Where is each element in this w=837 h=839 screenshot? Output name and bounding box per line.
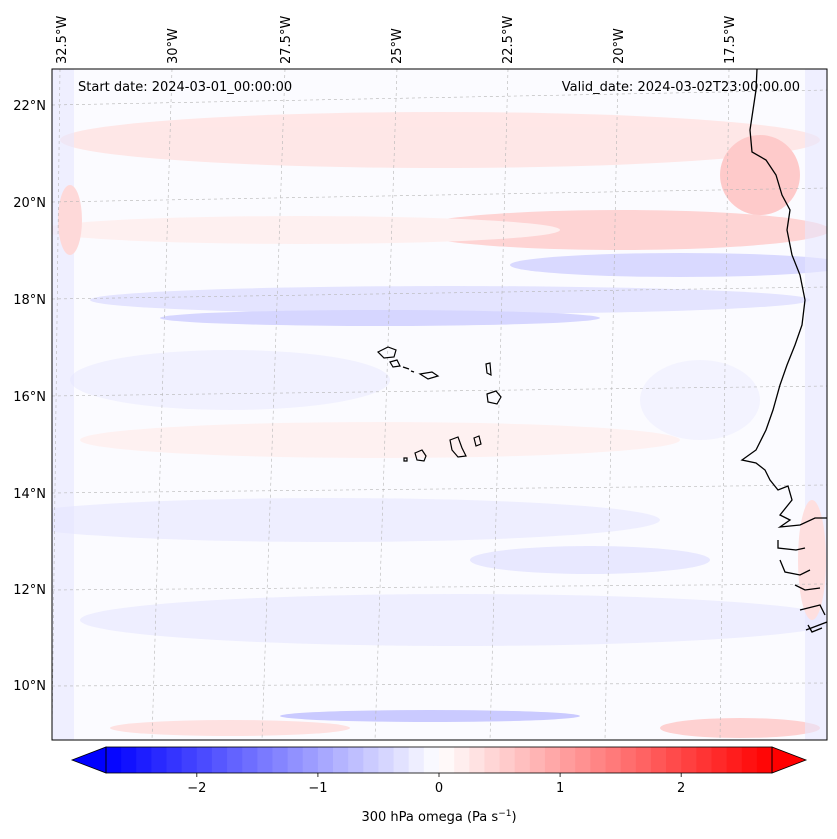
lat-label: 18°N: [13, 293, 46, 308]
colorbar-segment: [484, 747, 501, 773]
colorbar-segment: [756, 747, 773, 773]
omega-field: [52, 69, 827, 740]
colorbar-min-extend: [70, 746, 107, 774]
colorbar-segment: [514, 747, 531, 773]
longitude-labels: 32.5°W 30°W 27.5°W 25°W 22.5°W 20°W 17.5…: [55, 16, 738, 64]
colorbar-segment: [257, 747, 274, 773]
colorbar-segment: [106, 747, 122, 773]
colorbar-ticks: −2 −1 0 1 2: [187, 773, 685, 796]
colorbar-segment: [605, 747, 622, 773]
colorbar-segment: [317, 747, 334, 773]
colorbar-segment: [196, 747, 213, 773]
lat-label: 12°N: [13, 583, 46, 598]
colorbar-segment: [408, 747, 425, 773]
lat-label: 20°N: [13, 196, 46, 211]
lon-label: 32.5°W: [55, 16, 70, 64]
colorbar-segment: [393, 747, 410, 773]
colorbar-segment: [378, 747, 395, 773]
colorbar-segment: [242, 747, 258, 773]
colorbar-segment: [696, 747, 713, 773]
colorbar-segment: [423, 747, 440, 773]
colorbar-segment: [529, 747, 546, 773]
lat-label: 22°N: [13, 99, 46, 114]
colorbar-tick-label: −2: [187, 781, 206, 796]
colorbar-tick-label: 1: [556, 781, 564, 796]
latitude-labels: 22°N 20°N 18°N 16°N 14°N 12°N 10°N: [13, 99, 46, 694]
colorbar-segment: [348, 747, 364, 773]
colorbar-segment: [635, 747, 652, 773]
colorbar-segments: [106, 747, 773, 773]
lon-label: 30°W: [166, 28, 181, 64]
colorbar-segment: [666, 747, 682, 773]
colorbar-segment: [544, 747, 561, 773]
valid-date-label: Valid_date: 2024-03-02T23:00:00.00: [562, 80, 800, 95]
lon-label: 20°W: [612, 28, 627, 64]
colorbar-segment: [590, 747, 607, 773]
colorbar-segment: [287, 747, 304, 773]
colorbar-segment: [227, 747, 243, 773]
colorbar-tick-label: −1: [308, 781, 327, 796]
lon-label: 27.5°W: [279, 16, 294, 64]
colorbar-segment: [363, 747, 380, 773]
colorbar-segment: [439, 747, 455, 773]
colorbar-segment: [560, 747, 576, 773]
colorbar-segment: [454, 747, 470, 773]
colorbar-segment: [166, 747, 183, 773]
colorbar-tick-label: 0: [435, 781, 443, 796]
colorbar-segment: [302, 747, 319, 773]
colorbar-segment: [151, 747, 168, 773]
colorbar-segment: [650, 747, 667, 773]
colorbar-segment: [741, 747, 758, 773]
colorbar-label: 300 hPa omega (Pa s−1): [361, 809, 516, 825]
graticule: [52, 69, 827, 740]
colorbar-segment: [181, 747, 198, 773]
lat-label: 16°N: [13, 390, 46, 405]
colorbar-segment: [211, 747, 228, 773]
colorbar-tick-label: 2: [677, 781, 685, 796]
colorbar-segment: [333, 747, 349, 773]
colorbar-segment: [499, 747, 516, 773]
lon-label: 17.5°W: [723, 16, 738, 64]
lon-label: 22.5°W: [501, 16, 516, 64]
colorbar-segment: [575, 747, 591, 773]
colorbar-segment: [469, 747, 486, 773]
colorbar-segment: [681, 747, 697, 773]
colorbar-segment: [726, 747, 743, 773]
cape-verde-islands: [376, 346, 502, 462]
colorbar-segment: [620, 747, 637, 773]
colorbar-max-extend: [771, 746, 808, 774]
colorbar-segment: [711, 747, 728, 773]
colorbar-segment: [136, 747, 153, 773]
map-frame: [51, 68, 828, 741]
colorbar: −2 −1 0 1 2 300 hPa omega (Pa s−1): [70, 746, 808, 825]
africa-coastline: [740, 69, 827, 633]
lon-label: 25°W: [390, 28, 405, 64]
colorbar-segment: [121, 747, 137, 773]
lat-label: 10°N: [13, 679, 46, 694]
map-panel: [52, 69, 827, 740]
lat-label: 14°N: [13, 487, 46, 502]
start-date-label: Start date: 2024-03-01_00:00:00: [78, 80, 292, 95]
colorbar-segment: [272, 747, 289, 773]
